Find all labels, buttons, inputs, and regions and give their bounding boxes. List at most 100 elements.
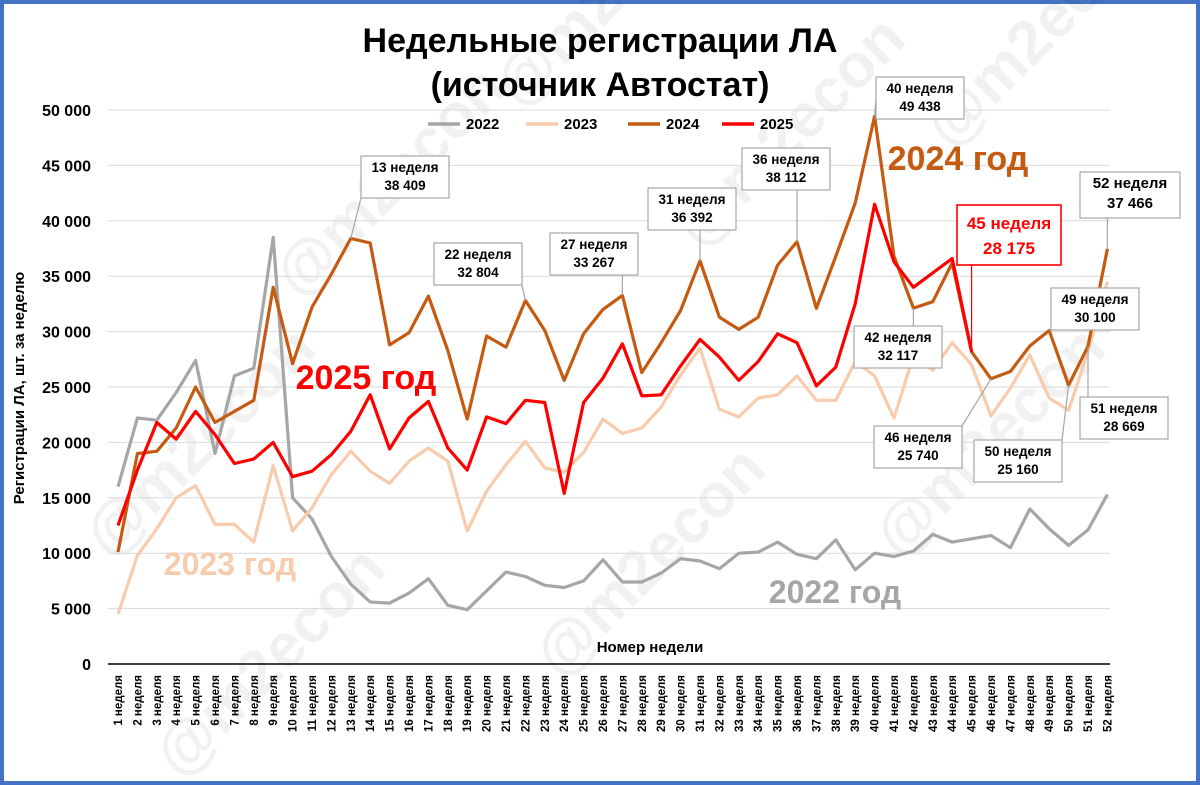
callout-box (973, 439, 1063, 483)
x-tick-label: 31 неделя (695, 675, 707, 732)
series-line-2024 (116, 114, 1109, 553)
callout-week-13: 13 неделя 38 409 (350, 155, 450, 239)
callout-box (741, 147, 831, 191)
x-tick-label: 25 неделя (579, 675, 591, 732)
x-tick-label: 32 неделя (714, 675, 726, 732)
x-tick-label: 34 неделя (753, 675, 765, 732)
x-tick-label: 21 неделя (501, 675, 513, 732)
gridlines (108, 109, 1110, 665)
callout-text: 46 неделя (885, 430, 952, 445)
y-tick-label: 45 000 (42, 158, 91, 175)
callout-week-45: 45 неделя 28 175 (956, 204, 1062, 352)
callout-text: 25 160 (997, 462, 1038, 477)
x-tick-label: 17 неделя (423, 675, 435, 732)
y-tick-label: 20 000 (42, 435, 91, 452)
x-tick-label: 26 неделя (598, 675, 610, 732)
x-tick-label: 1 неделя (113, 675, 125, 726)
chart-title-line-2: (источник Автостат) (431, 66, 770, 104)
callout-text: 28 175 (983, 239, 1035, 258)
y-axis-label: Регистрации ЛА, шт. за неделю (11, 272, 28, 505)
callout-week-31: 31 неделя 36 392 (647, 187, 737, 261)
callout-text: 25 740 (897, 448, 938, 463)
callout-week-50: 50 неделя 25 160 (973, 385, 1070, 483)
x-tick-label: 38 неделя (831, 675, 843, 732)
x-tick-label: 16 неделя (404, 675, 416, 732)
x-tick-label: 23 неделя (540, 675, 552, 732)
x-tick-label: 50 неделя (1064, 675, 1076, 732)
x-tick-label: 40 неделя (870, 675, 882, 732)
x-tick-label: 44 неделя (947, 675, 959, 732)
callout-text: 38 409 (384, 178, 425, 193)
watermarks: @m2econ @m2econ@m2econ @m2econ@m2econ@m2ec… (71, 0, 1168, 785)
callout-box (433, 242, 523, 286)
x-tick-label: 49 неделя (1044, 675, 1056, 732)
x-tick-label: 8 неделя (249, 675, 261, 726)
callout-week-42: 42 неделя 32 117 (853, 308, 943, 369)
x-tick-label: 29 неделя (656, 675, 668, 732)
callout-box (956, 204, 1062, 266)
y-tick-label: 10 000 (42, 546, 91, 563)
x-tick-label: 43 неделя (928, 675, 940, 732)
y-tick-label: 30 000 (42, 325, 91, 342)
x-tick-label: 6 неделя (210, 675, 222, 726)
x-tick-label: 35 неделя (773, 675, 785, 732)
x-tick-label: 7 неделя (229, 675, 241, 726)
callout-week-51: 51 неделя 28 669 (1079, 346, 1169, 440)
x-tick-label: 20 неделя (482, 675, 494, 732)
x-tick-label: 41 неделя (889, 675, 901, 732)
callout-text: 27 неделя (561, 237, 628, 252)
year-label-2025: 2025 год (296, 359, 437, 397)
x-tick-label: 22 неделя (520, 675, 532, 732)
x-tick-label: 51 неделя (1083, 675, 1095, 732)
x-tick-label: 46 неделя (986, 675, 998, 732)
callout-text: 52 неделя (1093, 175, 1167, 192)
y-tick-label: 5 000 (51, 602, 91, 619)
x-tick-label: 27 неделя (617, 675, 629, 732)
x-tick-label: 2 неделя (132, 675, 144, 726)
callout-week-52: 52 неделя 37 466 (1079, 171, 1181, 249)
callout-text: 36 неделя (753, 152, 820, 167)
callout-text: 13 неделя (372, 160, 439, 175)
series-line-2022 (116, 235, 1109, 612)
x-tick-label: 3 неделя (152, 675, 164, 726)
x-tick-label: 24 неделя (559, 675, 571, 732)
x-tick-label: 37 неделя (811, 675, 823, 732)
x-tick-label: 15 неделя (385, 675, 397, 732)
callout-text: 38 112 (766, 170, 807, 185)
callout-week-40: 40 неделя 49 438 (874, 76, 965, 120)
callout-text: 30 100 (1074, 310, 1115, 325)
x-tick-label: 39 неделя (850, 675, 862, 732)
x-tick-label: 11 неделя (307, 675, 319, 731)
y-tick-label: 25 000 (42, 380, 91, 397)
callout-week-22: 22 неделя 32 804 (433, 242, 526, 301)
year-label-2023: 2023 год (164, 546, 296, 582)
callout-text: 37 466 (1107, 195, 1153, 212)
callout-text: 40 неделя (887, 81, 954, 96)
year-label-2022: 2022 год (769, 574, 901, 610)
x-axis-label: Номер недели (597, 639, 704, 656)
callout-box (1050, 287, 1140, 331)
y-axis-ticks: 0 5 000 10 000 15 000 20 000 25 000 30 000 35 0… (42, 103, 91, 674)
x-tick-label: 19 неделя (462, 675, 474, 732)
callout-box (1079, 396, 1169, 440)
callout-text: 31 неделя (659, 192, 726, 207)
callout-week-49: 49 неделя 30 100 (1049, 287, 1140, 332)
x-tick-label: 33 неделя (734, 675, 746, 732)
x-tick-label: 9 неделя (268, 675, 280, 726)
callout-leader (521, 284, 526, 301)
x-tick-label: 52 неделя (1102, 675, 1114, 732)
callout-week-27: 27 неделя 33 267 (549, 232, 639, 296)
y-tick-label: 50 000 (42, 103, 91, 120)
x-tick-label: 28 неделя (637, 675, 649, 732)
x-tick-label: 12 неделя (326, 675, 338, 732)
x-tick-label: 13 неделя (346, 675, 358, 732)
callout-text: 32 117 (878, 348, 919, 363)
callout-box (647, 187, 737, 231)
x-tick-label: 45 неделя (967, 675, 979, 732)
callout-box (875, 76, 965, 120)
callout-text: 36 392 (671, 210, 712, 225)
legend-label-2022: 2022 (466, 116, 499, 133)
chart-title-line-1: Недельные регистрации ЛА (363, 22, 838, 60)
legend-label-2023: 2023 (564, 116, 597, 133)
